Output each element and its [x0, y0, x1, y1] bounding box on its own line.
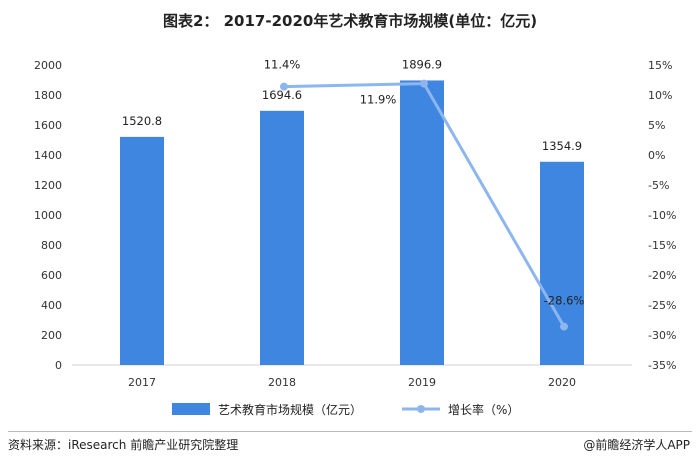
y-left-tick-label: 200: [41, 329, 62, 342]
y-right-tick-label: -10%: [648, 209, 676, 222]
growth-value-label: -28.6%: [544, 294, 585, 308]
legend-label-bar: 艺术教育市场规模（亿元）: [218, 402, 362, 417]
y-left-tick-label: 2000: [34, 59, 62, 72]
y-right-tick-label: 15%: [648, 59, 672, 72]
y-left-tick-label: 1400: [34, 149, 62, 162]
chart: 0 200 400 600 800 1000 1200 1400 1600 1800 2000 -35…: [34, 57, 676, 417]
growth-point: [280, 82, 288, 91]
footer-divider: [8, 431, 692, 432]
y-left-tick-label: 0: [55, 359, 62, 372]
source-note: 资料来源：iResearch 前瞻产业研究院整理: [8, 438, 239, 452]
bar: [260, 110, 304, 365]
y-right-tick-label: -15%: [648, 239, 676, 252]
chart-title: 图表2： 2017-2020年艺术教育市场规模(单位：亿元): [162, 12, 538, 30]
bar: [400, 80, 444, 365]
data-labels: 1520.8 1694.6 1896.9 1354.9 11.4% 11.9% -28.6%: [122, 57, 585, 307]
y-left-tick-label: 600: [41, 269, 62, 282]
bar: [120, 136, 164, 365]
y-left-tick-label: 1200: [34, 179, 62, 192]
growth-point: [420, 79, 428, 88]
bar: [540, 161, 584, 365]
legend: 艺术教育市场规模（亿元） 增长率（%）: [172, 402, 519, 417]
growth-point: [560, 322, 568, 331]
y-right-tick-label: -30%: [648, 329, 676, 342]
y-right-tick-label: 0%: [648, 149, 665, 162]
y-right-tick-label: 5%: [648, 119, 665, 132]
bars: [120, 80, 584, 365]
brand-note: @前瞻经济学人APP: [583, 438, 690, 452]
axes: 0 200 400 600 800 1000 1200 1400 1600 1800 2000 -35…: [34, 59, 676, 389]
y-right-tick-label: 10%: [648, 89, 672, 102]
y-left-tick-label: 1000: [34, 209, 62, 222]
bar-value-label: 1520.8: [122, 114, 162, 128]
y-left-tick-label: 800: [41, 239, 62, 252]
growth-line: [280, 79, 568, 331]
x-tick-label: 2020: [548, 376, 576, 389]
y-right-tick-label: -5%: [648, 179, 669, 192]
y-right-tick-label: -35%: [648, 359, 676, 372]
y-right-tick-label: -25%: [648, 299, 676, 312]
legend-swatch-marker: [417, 405, 425, 413]
y-right-tick-label: -20%: [648, 269, 676, 282]
x-tick-label: 2017: [128, 376, 156, 389]
legend-swatch-bar: [172, 403, 210, 415]
legend-label-line: 增长率（%）: [448, 402, 519, 417]
y-left-tick-label: 400: [41, 299, 62, 312]
growth-value-label: 11.9%: [360, 93, 397, 107]
bar-value-label: 1694.6: [262, 88, 302, 102]
bar-value-label: 1354.9: [542, 139, 582, 153]
y-left-tick-label: 1600: [34, 119, 62, 132]
x-tick-label: 2019: [408, 376, 436, 389]
x-tick-label: 2018: [268, 376, 296, 389]
growth-value-label: 11.4%: [264, 58, 301, 72]
y-left-tick-label: 1800: [34, 89, 62, 102]
bar-value-label: 1896.9: [402, 57, 442, 71]
